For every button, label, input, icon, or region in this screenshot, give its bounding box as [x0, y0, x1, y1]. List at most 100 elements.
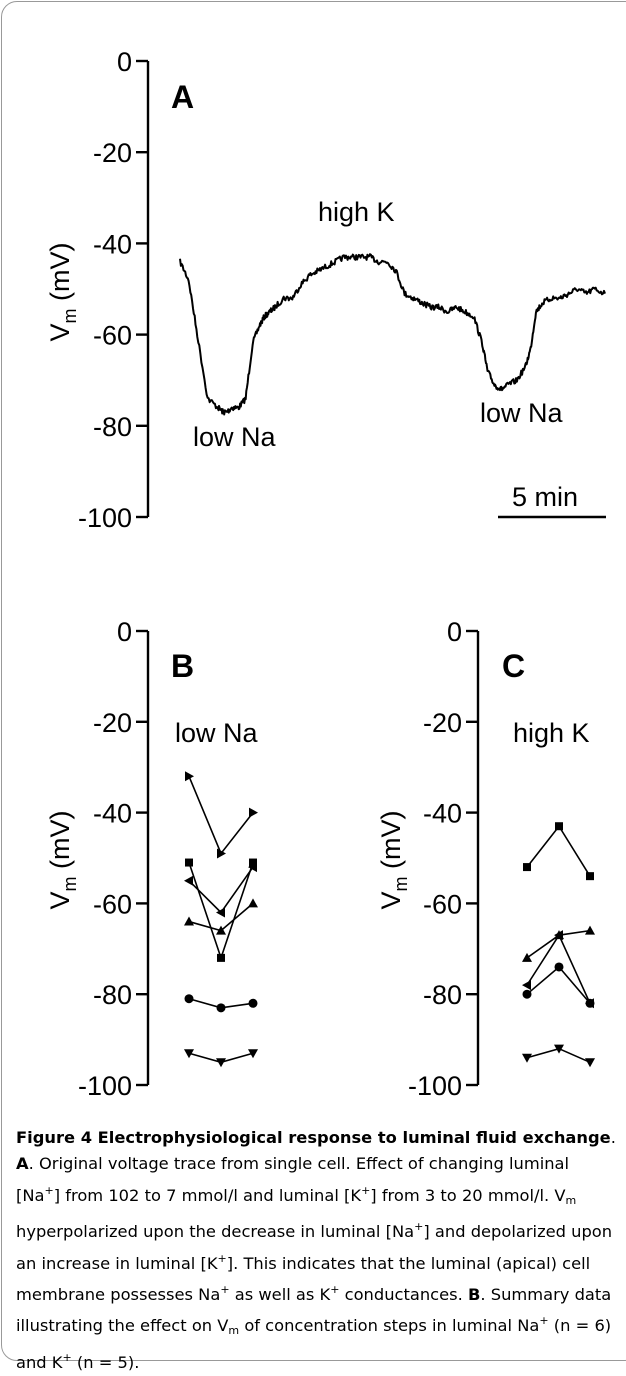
marker-tri-down [216, 1058, 226, 1068]
caption-text: hyperpolarized upon the decrease in lumi… [16, 1222, 415, 1242]
series-6 [184, 1049, 258, 1068]
caption-text: ] and depolarized upon an increase in lu… [16, 1222, 613, 1273]
marker-tri-down [554, 1044, 564, 1054]
panel-a-y-label: Vm (mV) [45, 243, 80, 342]
panel-a-label: A [171, 79, 194, 115]
caption-sup: + [220, 1283, 230, 1297]
series-3 [184, 862, 257, 918]
series-1 [523, 822, 594, 881]
series-4 [184, 898, 258, 935]
marker-tri-down [184, 1049, 194, 1059]
panel-b-y-tick-label: -60 [93, 889, 132, 919]
panel-c-y-tick-label: -80 [423, 980, 462, 1010]
marker-tri-down [585, 1058, 595, 1068]
panel-a-y-tick-label: -60 [93, 321, 132, 351]
panel-c-y-label: Vm (mV) [376, 811, 411, 910]
caption-text: . Original voltage trace from single cel… [16, 1154, 570, 1205]
series-line [188, 775, 254, 856]
caption-text: ] from 102 to 7 mmol/l and luminal [K [53, 1185, 362, 1205]
series-line [526, 824, 591, 877]
panel-b-y-tick-label: -20 [93, 708, 132, 738]
marker-tri-up [248, 898, 258, 908]
panel-a-y-tick-label: 0 [117, 47, 132, 77]
figure-canvas: 0 -20 -40 -60 -80 -100 A Vm (mV) low Na high … [45, 47, 606, 1101]
caption-sup: + [330, 1283, 340, 1297]
annotation-low-na-2: low Na [480, 398, 564, 428]
caption-text: of concentration steps in luminal Na [239, 1316, 540, 1336]
panel-b-y-tick-label: 0 [117, 617, 132, 647]
panel-a-y-tick-label: -40 [93, 229, 132, 259]
panel-c-y-tick-label: -60 [423, 889, 462, 919]
caption-text: ]. This indicates that the luminal (apic… [16, 1253, 591, 1305]
panel-a: 0 -20 -40 -60 -80 -100 A Vm (mV) low Na high … [45, 47, 606, 533]
caption-sup: + [62, 1350, 72, 1364]
marker-circle [585, 998, 595, 1008]
panel-b: 0 -20 -40 -60 -80 -100 B low Na Vm (mV) [45, 617, 259, 1101]
series-1 [185, 771, 258, 859]
marker-square [217, 953, 225, 962]
figure-caption: Figure 4 Electrophysiological response t… [16, 1128, 616, 1372]
marker-square [555, 822, 563, 831]
caption-title: Figure 4 Electrophysiological response t… [16, 1128, 611, 1147]
marker-tri-left [554, 930, 563, 941]
series-2 [522, 925, 595, 962]
caption-text: ] from 3 to 20 mmol/l. V [370, 1185, 566, 1205]
panel-b-y-tick-label: -80 [93, 980, 132, 1010]
panel-a-y-tick-label: -20 [93, 138, 132, 168]
panel-a-y-tick-label: -100 [78, 503, 132, 533]
marker-tri-right [185, 771, 194, 782]
marker-circle [216, 1003, 226, 1013]
caption-sup: + [44, 1183, 54, 1197]
caption-sup: + [539, 1314, 549, 1328]
marker-circle [248, 998, 258, 1008]
marker-circle [184, 994, 194, 1004]
panel-c-label: C [502, 648, 525, 684]
series-2 [185, 858, 257, 962]
scale-bar-label: 5 min [512, 482, 578, 512]
marker-tri-right [249, 807, 258, 818]
annotation-high-k: high K [318, 197, 395, 227]
marker-circle [554, 962, 564, 972]
voltage-trace [179, 253, 606, 416]
series-5 [522, 1044, 595, 1068]
series-line [526, 965, 591, 1004]
panel-b-title: low Na [175, 718, 259, 748]
marker-tri-up [522, 952, 532, 962]
caption-sup: + [414, 1220, 424, 1234]
marker-tri-down [248, 1049, 258, 1059]
panel-c-title: high K [513, 718, 590, 748]
caption-sub: m [228, 1324, 240, 1338]
panel-b-y-tick-label: -100 [78, 1071, 132, 1101]
panel-c-y-tick-label: -20 [423, 708, 462, 738]
marker-tri-left [216, 907, 225, 918]
panel-b-y-label: Vm (mV) [45, 811, 80, 910]
panel-c: 0 -20 -40 -60 -80 -100 C high K Vm (mV) [376, 617, 595, 1101]
marker-tri-left [184, 875, 193, 886]
marker-square [586, 872, 594, 881]
marker-tri-left [522, 980, 531, 991]
caption-sup: + [217, 1251, 227, 1265]
panel-b-y-tick-label: -40 [93, 799, 132, 829]
panel-a-y-tick-label: -80 [93, 412, 132, 442]
annotation-low-na-1: low Na [193, 422, 277, 452]
panel-c-y-tick-label: -40 [423, 799, 462, 829]
panel-b-label: B [171, 648, 194, 684]
caption-text: (n = 5). [71, 1352, 140, 1372]
caption-text: . Summary data illustrating the effect o… [16, 1285, 612, 1336]
marker-tri-left [248, 862, 257, 873]
series-5 [184, 994, 258, 1013]
marker-tri-up [184, 916, 194, 926]
panel-c-y-tick-label: -100 [408, 1071, 462, 1101]
caption-a-label: A [16, 1154, 29, 1174]
marker-square [249, 858, 257, 867]
panel-c-y-tick-label: 0 [447, 617, 462, 647]
marker-tri-down [522, 1053, 532, 1063]
caption-text: as well as K [229, 1285, 331, 1305]
marker-tri-up [585, 925, 595, 935]
caption-b-label: B [467, 1285, 481, 1305]
marker-circle [522, 989, 532, 999]
caption-sup: + [361, 1183, 371, 1197]
marker-square [185, 858, 193, 867]
caption-sub: m [565, 1193, 577, 1207]
